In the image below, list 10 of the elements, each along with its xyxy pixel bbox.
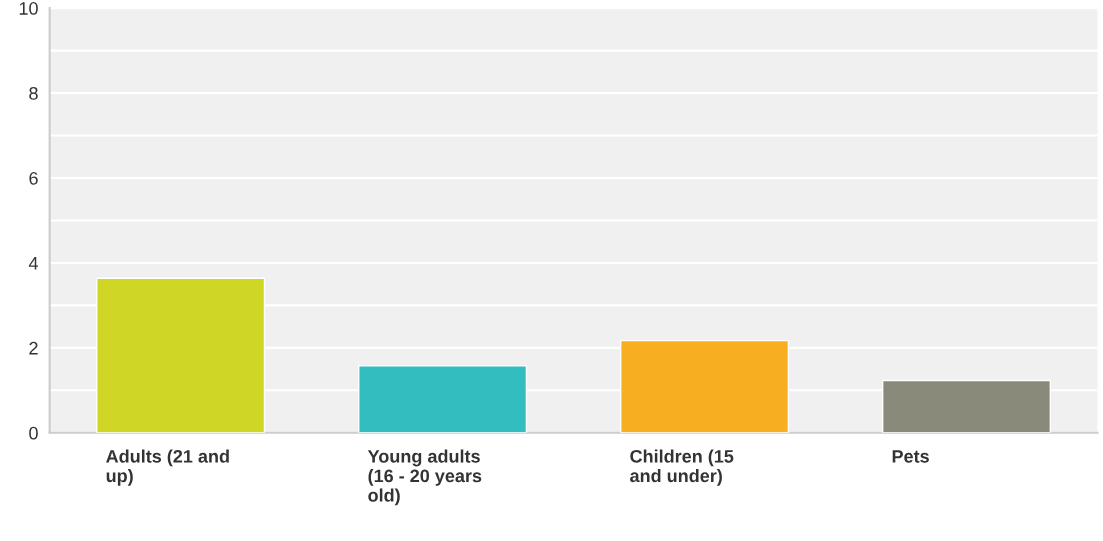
y-tick-label: 6 bbox=[29, 171, 38, 185]
y-tick-label: 4 bbox=[28, 257, 38, 270]
y-tick-label: 0 bbox=[29, 426, 38, 440]
x-tick-label: Adults (21 and up) bbox=[106, 449, 229, 486]
x-tick-label: Young adults (16 - 20 years old) bbox=[367, 449, 482, 506]
y-tick-label: 2 bbox=[29, 341, 38, 355]
y-tick-label: 10 bbox=[19, 2, 38, 15]
y-tick-label: 8 bbox=[29, 86, 38, 100]
x-tick-label: Children (15 and under) bbox=[630, 449, 734, 486]
x-tick-label: Pets bbox=[892, 450, 929, 463]
